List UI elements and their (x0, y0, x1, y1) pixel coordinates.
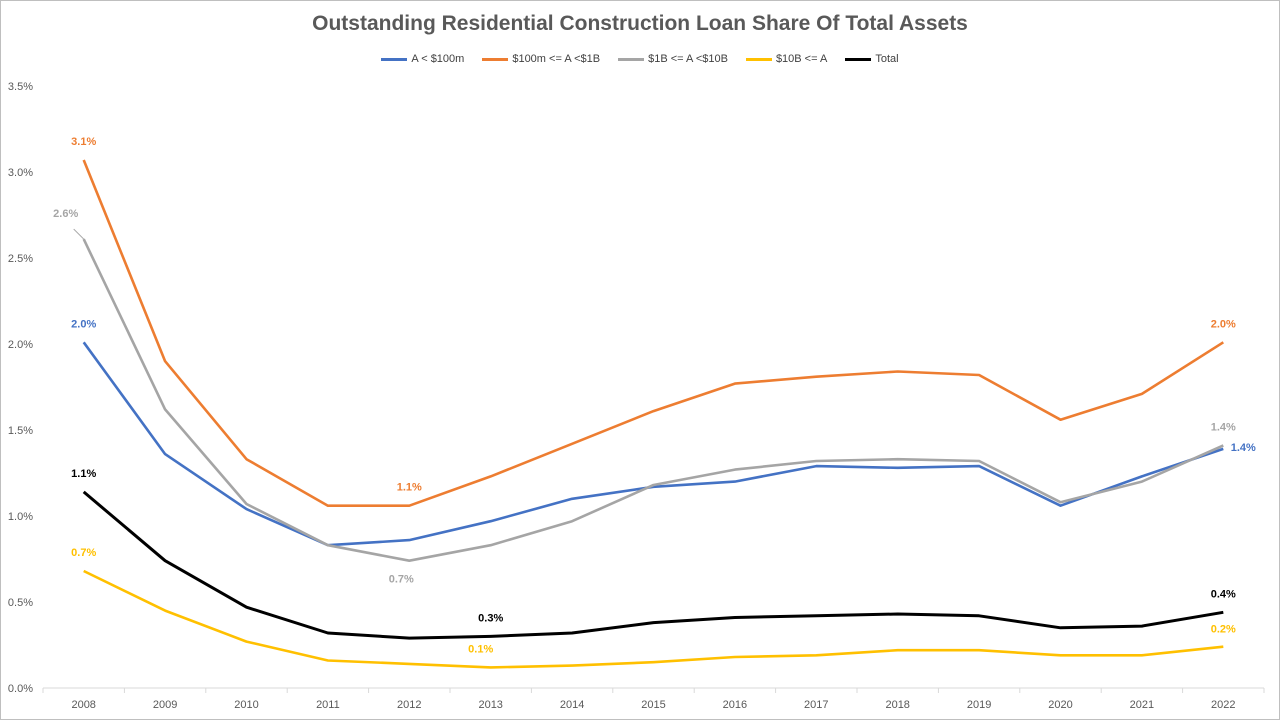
chart-title: Outstanding Residential Construction Loa… (312, 12, 968, 35)
x-tick-label: 2011 (316, 699, 340, 711)
x-tick-label: 2020 (1048, 699, 1072, 711)
data-label: 2.6% (53, 208, 78, 220)
x-tick-label: 2013 (478, 699, 502, 711)
legend-swatch (845, 57, 872, 61)
x-tick-label: 2015 (641, 699, 665, 711)
series-line-4 (82, 490, 1224, 640)
data-label: 3.1% (71, 136, 96, 148)
legend: A < $100m $100m <= A <$1B $1B <= A <$10B… (0, 53, 1280, 65)
series-line-0 (82, 341, 1224, 547)
y-tick-label: 1.5% (8, 425, 33, 437)
legend-label: $100m <= A <$1B (512, 53, 601, 65)
data-label: 0.1% (468, 643, 493, 655)
y-tick-label: 2.0% (8, 339, 33, 351)
data-label: 1.4% (1231, 442, 1256, 454)
data-label: 0.7% (71, 547, 96, 559)
data-label: 1.1% (71, 468, 96, 480)
data-label: 0.7% (389, 574, 414, 586)
legend-item-a-lt-100m: A < $100m (381, 53, 464, 65)
legend-label: $10B <= A (775, 53, 828, 65)
y-tick-label: 0.0% (8, 683, 33, 695)
x-tick-label: 2022 (1211, 699, 1235, 711)
x-tick-label: 2010 (234, 699, 258, 711)
legend-swatch (618, 57, 645, 61)
data-label: 1.1% (397, 482, 422, 494)
x-tick-label: 2017 (804, 699, 828, 711)
y-tick-label: 1.0% (8, 511, 33, 523)
legend-label: $1B <= A <$10B (648, 53, 728, 65)
y-tick-label: 3.0% (8, 167, 33, 179)
data-label: 0.4% (1211, 588, 1236, 600)
y-tick-label: 0.5% (8, 597, 33, 609)
data-label: 1.4% (1211, 421, 1236, 433)
legend-item-1b-10b: $1B <= A <$10B (618, 53, 728, 65)
x-tick-label: 2018 (885, 699, 909, 711)
legend-label: A < $100m (411, 53, 465, 65)
legend-item-total: Total (845, 53, 899, 65)
legend-swatch (745, 57, 772, 61)
y-tick-label: 3.5% (8, 81, 33, 93)
x-tick-label: 2021 (1130, 699, 1154, 711)
x-tick-label: 2009 (153, 699, 177, 711)
x-tick-label: 2012 (397, 699, 421, 711)
x-tick-label: 2019 (967, 699, 991, 711)
series-line-3 (83, 569, 1224, 669)
leader-line (73, 228, 85, 240)
y-tick-label: 2.5% (8, 253, 33, 265)
data-label: 2.0% (71, 318, 96, 330)
x-tick-label: 2016 (723, 699, 747, 711)
series-line-2 (82, 238, 1224, 563)
data-label: 2.0% (1211, 318, 1236, 330)
legend-swatch (482, 57, 509, 61)
x-tick-label: 2008 (71, 699, 95, 711)
legend-swatch (381, 57, 408, 61)
legend-item-100m-1b: $100m <= A <$1B (482, 53, 600, 65)
data-label: 0.2% (1211, 624, 1236, 636)
legend-label: Total (875, 53, 899, 65)
series-line-1 (82, 159, 1224, 508)
legend-item-10b-plus: $10B <= A (745, 53, 828, 65)
x-tick-label: 2014 (560, 699, 584, 711)
data-label: 0.3% (478, 612, 503, 624)
